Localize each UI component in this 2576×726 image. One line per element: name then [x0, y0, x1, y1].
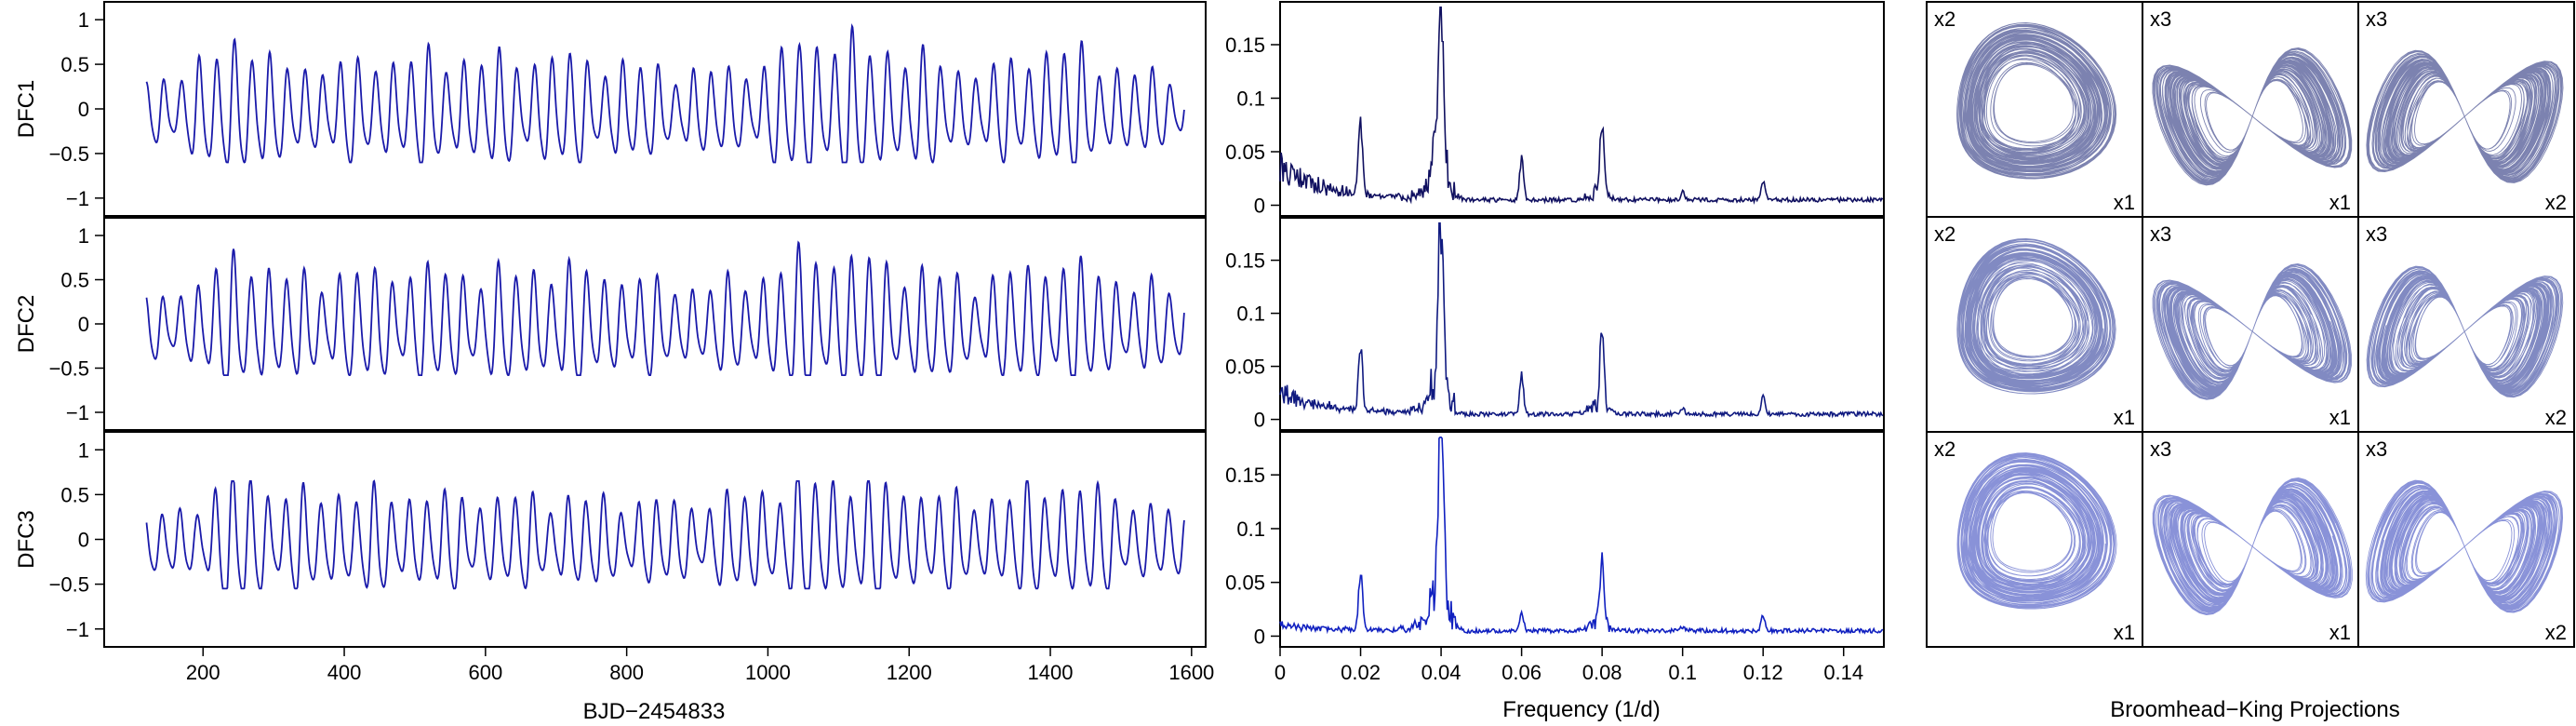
- axis-label-x: x1: [2329, 191, 2351, 214]
- x-tick-label: 1600: [1168, 661, 1214, 684]
- time-series-panel: −1 −0.5 0 0.5 1 DFC1 −1 −0.5 0 0.5 1 DFC2 −1 −0.5 0 0.5…: [14, 1, 1214, 684]
- projections-frame: [1926, 1, 2575, 648]
- series-line-dfc1: [145, 22, 1185, 164]
- axis-label-y: x3: [2366, 7, 2387, 31]
- x-tick-label: 0.1: [1668, 661, 1697, 684]
- x-tick-label: 1400: [1028, 661, 1074, 684]
- spectrum-line-dfc2: [1279, 222, 1884, 419]
- y-tick-label: −1: [66, 618, 89, 641]
- x-tick-label: 200: [186, 661, 220, 684]
- time-series-frame-dfc2: [103, 217, 1207, 431]
- y-tick-label: 0.15: [1225, 34, 1265, 57]
- y-tick-label: 0: [78, 98, 89, 121]
- y-tick-label: 1: [78, 224, 89, 248]
- y-tick-label: 0.15: [1225, 249, 1265, 273]
- x-tick-label: 0.08: [1582, 661, 1622, 684]
- series-line-dfc3: [145, 479, 1185, 590]
- axis-label-y: x3: [2150, 7, 2171, 31]
- row-label-dfc3: DFC3: [14, 510, 39, 569]
- spectrum-line-dfc3: [1279, 436, 1884, 636]
- projection-dfc2-x1-x2: [1956, 237, 2116, 395]
- x-tick-label: 0.06: [1502, 661, 1542, 684]
- y-tick-label: 0.15: [1225, 464, 1265, 487]
- axis-label-x: x2: [2545, 406, 2567, 429]
- projection-dfc2-x2-x3: [2366, 265, 2564, 398]
- y-tick-label: 1: [78, 438, 89, 462]
- x-tick-label: 0.14: [1823, 661, 1863, 684]
- y-tick-label: 1: [78, 8, 89, 32]
- y-tick-label: 0: [1254, 195, 1265, 218]
- spectrum-xlabel: Frequency (1/d): [1502, 697, 1660, 722]
- axis-label-y: x2: [1934, 222, 1955, 246]
- axis-label-x: x1: [2329, 406, 2351, 429]
- y-tick-label: 0.05: [1225, 571, 1265, 595]
- y-tick-label: 0.1: [1236, 518, 1265, 541]
- spectrum-line-dfc1: [1279, 7, 1884, 205]
- y-tick-label: −0.5: [49, 573, 89, 597]
- y-tick-label: −0.5: [49, 357, 89, 381]
- axis-label-x: x1: [2114, 406, 2135, 429]
- projections-xlabel: Broomhead−King Projections: [2110, 697, 2400, 722]
- x-tick-label: 0.12: [1743, 661, 1783, 684]
- projection-dfc1-x1-x3: [2152, 47, 2353, 186]
- y-tick-label: 0.1: [1236, 302, 1265, 326]
- x-tick-label: 0: [1275, 661, 1286, 684]
- y-tick-label: 0.1: [1236, 87, 1265, 111]
- axis-label-x: x1: [2114, 621, 2135, 644]
- y-tick-label: 0.05: [1225, 356, 1265, 379]
- power-spectrum-panel: 0 0.05 0.1 0.15 0 0.05 0.1 0.15 0 0.05 0.1 0.15 0 0.0…: [1225, 1, 1885, 684]
- y-tick-label: 0: [78, 529, 89, 552]
- axis-label-y: x3: [2366, 437, 2387, 461]
- series-line-dfc2: [145, 240, 1185, 377]
- x-tick-label: 0.02: [1341, 661, 1381, 684]
- spectrum-frame-dfc2: [1279, 217, 1885, 431]
- projection-dfc1-x2-x3: [2366, 49, 2564, 183]
- x-tick-label: 0.04: [1421, 661, 1462, 684]
- y-tick-label: 0.5: [60, 483, 89, 506]
- x-tick-label: 800: [609, 661, 644, 684]
- axis-label-y: x3: [2366, 222, 2387, 246]
- axis-label-y: x2: [1934, 7, 1955, 31]
- axis-label-x: x1: [2114, 191, 2135, 214]
- y-tick-label: −0.5: [49, 142, 89, 166]
- axis-label-x: x1: [2329, 621, 2351, 644]
- x-tick-label: 1200: [887, 661, 932, 684]
- projection-dfc3-x2-x3: [2365, 479, 2564, 613]
- axis-label-y: x2: [1934, 437, 1955, 461]
- time-series-xlabel: BJD−2454833: [583, 699, 726, 724]
- y-tick-label: −1: [66, 401, 89, 424]
- phase-portrait-panel: x2 x1 x3 x1 x3 x2 x2 x1 x3 x1 x3 x2 x2 x1 x3 x1 x3 x2: [1926, 1, 2575, 648]
- y-tick-label: −1: [66, 187, 89, 210]
- projection-dfc3-x1-x2: [1956, 452, 2117, 610]
- spectrum-frame-dfc1: [1279, 1, 1885, 217]
- axis-label-y: x3: [2150, 222, 2171, 246]
- x-tick-label: 1000: [745, 661, 791, 684]
- projection-dfc1-x1-x2: [1956, 22, 2117, 180]
- x-tick-label: 400: [327, 661, 362, 684]
- y-tick-label: 0.05: [1225, 141, 1265, 164]
- axis-label-y: x3: [2150, 437, 2171, 461]
- row-label-dfc1: DFC1: [14, 80, 39, 139]
- y-tick-label: 0: [1254, 625, 1265, 648]
- y-tick-label: 0: [1254, 409, 1265, 432]
- axis-label-x: x2: [2545, 621, 2567, 644]
- y-tick-label: 0.5: [60, 269, 89, 292]
- projection-dfc3-x1-x3: [2152, 477, 2353, 616]
- axis-label-x: x2: [2545, 191, 2567, 214]
- spectrum-frame-dfc3: [1279, 431, 1885, 648]
- y-tick-label: 0: [78, 313, 89, 336]
- y-tick-label: 0.5: [60, 53, 89, 76]
- projection-dfc2-x1-x3: [2152, 263, 2353, 400]
- x-tick-label: 600: [468, 661, 502, 684]
- row-label-dfc2: DFC2: [14, 295, 39, 354]
